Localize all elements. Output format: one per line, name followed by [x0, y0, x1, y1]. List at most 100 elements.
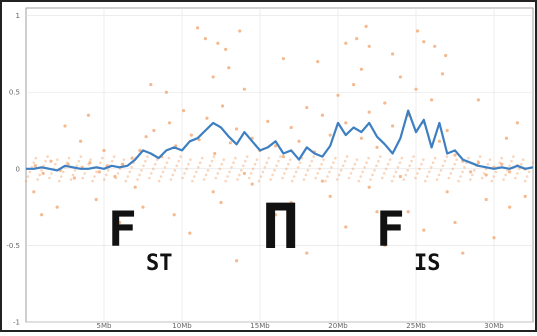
scatter-point — [200, 156, 204, 160]
scatter-point — [146, 155, 149, 158]
scatter-point — [267, 156, 271, 160]
scatter-point — [79, 155, 83, 158]
scatter-point — [28, 170, 32, 174]
scatter-point — [161, 170, 165, 174]
annotation-pi-symbol: Π — [262, 190, 299, 263]
scatter-point — [500, 162, 504, 166]
scatter-point — [242, 87, 246, 91]
x-tick-label: 30Mb — [484, 322, 504, 330]
x-tick-label: 25Mb — [406, 322, 426, 330]
scatter-point — [482, 172, 486, 175]
scatter-point — [455, 158, 458, 161]
scatter-point — [476, 159, 480, 163]
scatter-point — [394, 170, 398, 174]
scatter-point — [375, 210, 379, 214]
scatter-point — [172, 213, 176, 217]
scatter-point — [189, 133, 193, 137]
scatter-point — [277, 159, 280, 163]
scatter-point — [364, 24, 368, 28]
scatter-point — [165, 161, 169, 165]
scatter-point — [443, 159, 447, 163]
scatter-point — [414, 176, 417, 180]
scatter-point — [467, 156, 470, 160]
scatter-point — [93, 175, 96, 178]
scatter-point — [69, 178, 73, 181]
scatter-point — [266, 119, 270, 123]
scatter-point — [476, 161, 480, 165]
scatter-point — [476, 98, 480, 102]
scatter-point — [46, 155, 49, 158]
scatter-point — [320, 113, 324, 117]
scatter-point — [504, 136, 509, 140]
scatter-point — [95, 170, 98, 174]
scatter-point — [175, 164, 179, 168]
scatter-point — [218, 167, 222, 171]
scatter-point — [287, 162, 290, 166]
scatter-point — [149, 82, 153, 87]
scatter-point — [167, 121, 172, 125]
scatter-point — [453, 220, 457, 225]
scatter-point — [87, 162, 90, 166]
scatter-point — [275, 164, 278, 168]
scatter-point — [121, 162, 125, 166]
scatter-point — [383, 101, 387, 105]
scatter-point — [59, 175, 63, 178]
scatter-point — [471, 173, 474, 177]
scatter-point — [359, 175, 363, 178]
scatter-point — [472, 169, 476, 172]
scatter-point — [130, 156, 134, 160]
scatter-point — [367, 44, 371, 48]
scatter-point — [97, 170, 101, 174]
scatter-point — [106, 169, 110, 172]
scatter-point — [40, 213, 44, 217]
scatter-point — [422, 158, 425, 161]
scatter-point — [344, 121, 348, 125]
scatter-point — [185, 167, 188, 171]
scatter-point — [367, 185, 371, 189]
scatter-point — [281, 56, 285, 61]
scatter-point — [265, 161, 269, 165]
scatter-point — [259, 175, 263, 178]
scatter-point — [249, 172, 253, 175]
scatter-point — [55, 205, 59, 209]
scatter-point — [382, 172, 386, 175]
scatter-point — [349, 172, 353, 175]
scatter-point — [110, 159, 114, 163]
scatter-point — [379, 155, 382, 158]
scatter-point — [420, 162, 423, 166]
scatter-point — [469, 178, 472, 181]
scatter-point — [336, 93, 340, 97]
scatter-point — [136, 178, 139, 181]
scatter-point — [345, 155, 349, 158]
scatter-point — [236, 178, 239, 181]
scatter-point — [310, 159, 314, 163]
scatter-point — [429, 165, 433, 169]
scatter-point — [391, 52, 395, 56]
scatter-point — [500, 156, 503, 160]
scatter-point — [167, 156, 171, 160]
scatter-point — [506, 169, 509, 172]
scatter-point — [447, 176, 451, 180]
scatter-point — [377, 159, 380, 163]
scatter-point — [512, 155, 515, 158]
y-axis-ticks: 1 0.5 0 -0.5 -1 — [6, 12, 20, 326]
scatter-point — [418, 167, 421, 171]
scatter-point — [531, 161, 535, 165]
scatter-point — [441, 164, 445, 168]
scatter-point — [222, 158, 226, 161]
scatter-point — [213, 151, 217, 156]
scatter-point — [519, 162, 523, 166]
scatter-point — [224, 179, 227, 183]
scatter-point — [451, 167, 455, 171]
scatter-point — [469, 170, 473, 174]
scatter-point — [195, 170, 198, 174]
scatter-point — [459, 175, 462, 178]
scatter-point — [343, 159, 347, 163]
scatter-point — [367, 110, 371, 114]
scatter-point — [169, 178, 173, 181]
scatter-point — [480, 176, 484, 180]
scatter-point — [463, 165, 466, 169]
scatter-point — [290, 179, 294, 183]
scatter-point — [50, 172, 53, 175]
scatter-point — [94, 197, 98, 202]
